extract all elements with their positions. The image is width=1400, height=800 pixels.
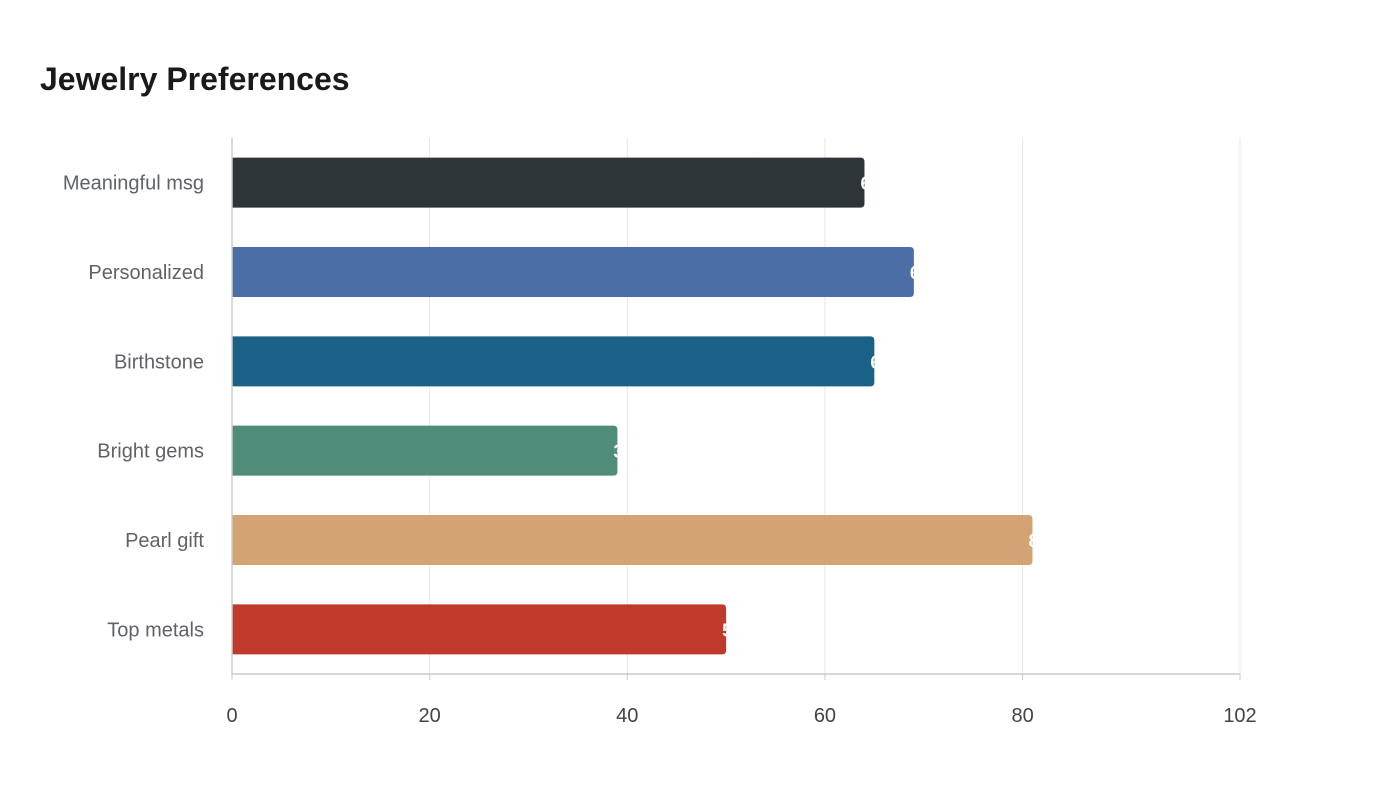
bar-personalized xyxy=(232,247,914,297)
grid-layer xyxy=(429,138,1241,674)
bar-pearl-gift xyxy=(232,515,1033,565)
x-tick-label: 20 xyxy=(419,705,441,727)
bar-bright-gems xyxy=(232,425,618,476)
bar-meaningful-msg xyxy=(232,157,865,208)
category-label: Birthstone xyxy=(114,351,204,373)
bar-top-metals xyxy=(232,604,727,655)
bar-value-label: 39 xyxy=(613,442,633,462)
category-label: Bright gems xyxy=(97,441,204,463)
x-tick-label: 102 xyxy=(1223,705,1256,727)
bar-birthstone xyxy=(232,336,875,387)
category-label: Personalized xyxy=(88,262,204,284)
bar-value-label: 69 xyxy=(910,263,930,283)
x-tick-label: 80 xyxy=(1011,705,1033,727)
chart-title: Jewelry Preferences xyxy=(40,61,350,97)
axis-layer: 0 20 40 60 80 102 xyxy=(226,138,1257,727)
bar-value-label: 65 xyxy=(870,352,890,372)
category-label: Top metals xyxy=(107,619,204,641)
category-label: Pearl gift xyxy=(125,530,204,552)
x-tick-label: 40 xyxy=(616,705,638,727)
bar-layer: 64 69 65 39 81 50 xyxy=(232,157,1048,655)
label-layer: Meaningful msg Personalized Birthstone Brig… xyxy=(63,173,205,642)
bar-value-label: 64 xyxy=(860,174,880,194)
bar-value-label: 81 xyxy=(1028,531,1048,551)
bar-value-label: 50 xyxy=(722,620,742,640)
category-label: Meaningful msg xyxy=(63,173,204,195)
x-tick-label: 60 xyxy=(814,705,836,727)
x-tick-label: 0 xyxy=(226,705,237,727)
